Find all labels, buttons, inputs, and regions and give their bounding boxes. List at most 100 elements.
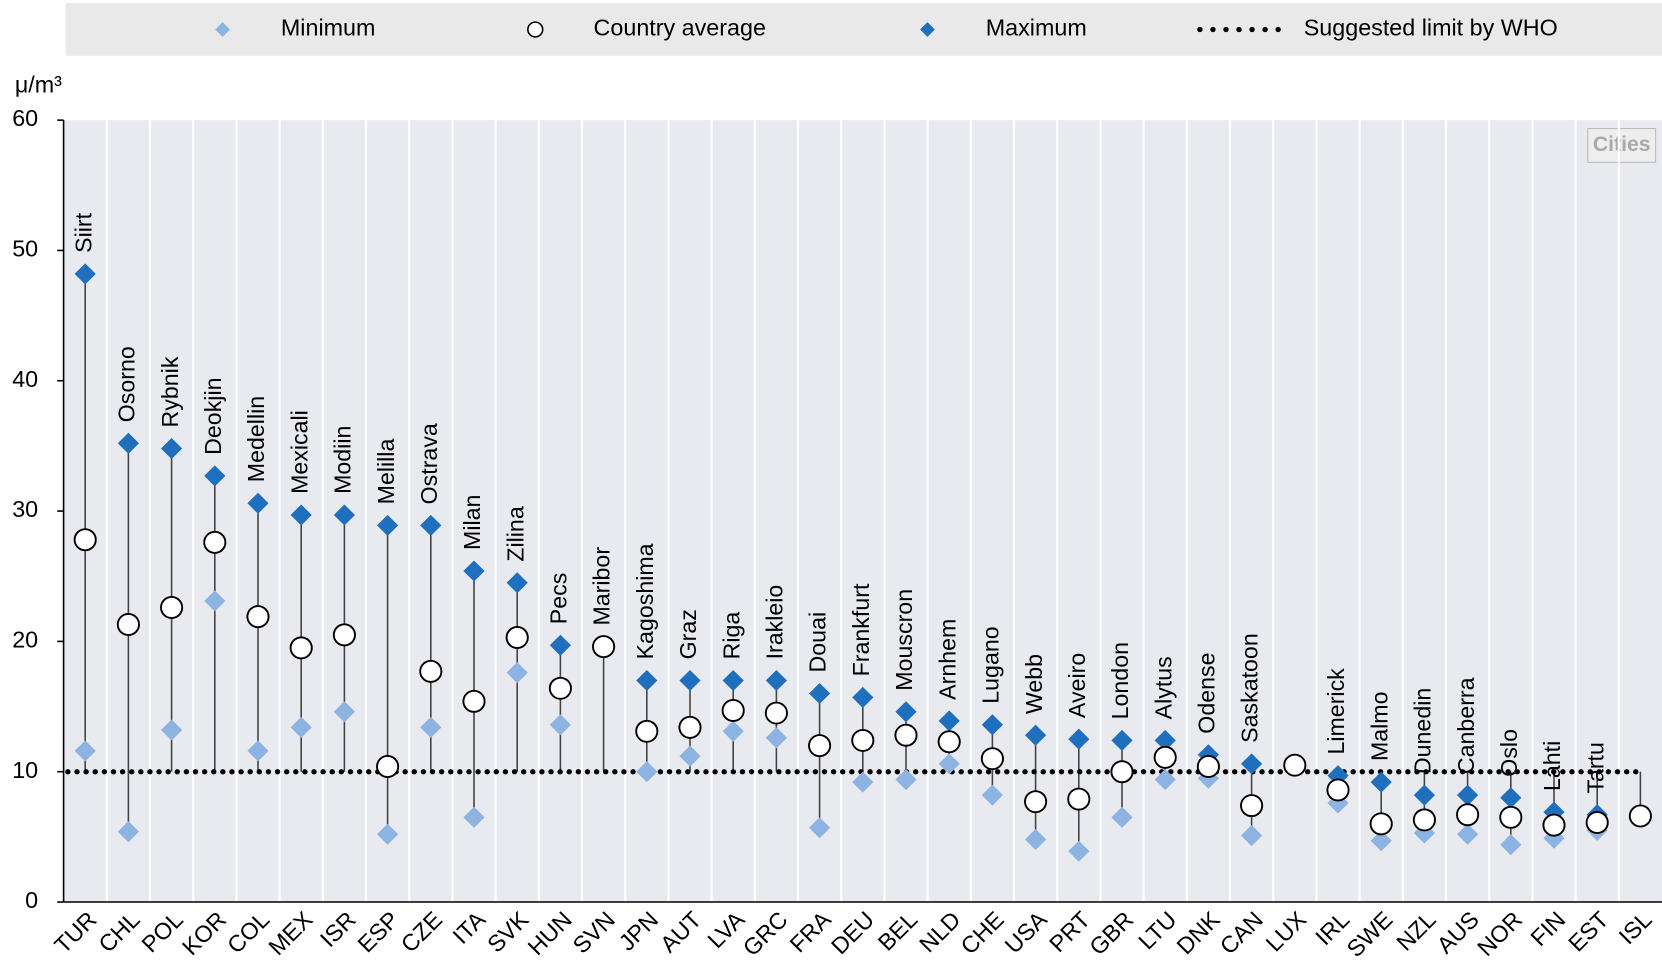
city-label: Irakleio: [761, 585, 787, 660]
x-tick-label: NLD: [914, 906, 965, 957]
legend-marker: [527, 21, 544, 38]
minimum-marker: [376, 823, 399, 845]
average-marker: [851, 728, 875, 752]
average-marker: [1326, 778, 1350, 802]
average-marker: [1542, 813, 1566, 837]
x-tick-label: EST: [1563, 906, 1614, 956]
average-marker: [1067, 787, 1091, 811]
city-label: Tartu: [1582, 742, 1608, 794]
average-marker: [1369, 812, 1393, 836]
city-label: Frankfurt: [848, 583, 874, 676]
maximum-marker: [1068, 728, 1090, 750]
average-marker: [462, 689, 486, 713]
city-label: Deokjin: [200, 377, 226, 454]
maximum-marker: [549, 634, 571, 656]
x-tick-label: NZL: [1391, 906, 1441, 955]
minimum-marker: [1500, 834, 1522, 856]
maximum-marker: [1024, 724, 1047, 746]
maximum-marker: [1240, 753, 1263, 775]
city-label: Douai: [805, 612, 831, 673]
city-label: Riga: [718, 612, 744, 660]
city-label: Saskatoon: [1237, 633, 1263, 743]
y-tick-label: 40: [12, 366, 38, 392]
x-tick-label: LUX: [1261, 906, 1312, 957]
x-tick-label: FRA: [785, 906, 837, 957]
x-tick-label: ISR: [315, 906, 361, 952]
city-label: Aveiro: [1064, 653, 1090, 718]
city-label: Rybnik: [157, 356, 183, 427]
x-tick-label: MEX: [263, 906, 318, 960]
city-label: Mouscron: [891, 589, 917, 691]
average-marker: [1585, 811, 1609, 835]
x-tick-label: CHE: [956, 906, 1009, 959]
average-marker: [203, 530, 227, 554]
x-tick-label: HUN: [523, 906, 577, 960]
average-marker: [1110, 760, 1134, 784]
city-label: Kagoshima: [632, 543, 658, 659]
city-label: Lahti: [1539, 741, 1565, 791]
city-label: Zilina: [502, 506, 528, 561]
legend-label: Maximum: [986, 15, 1087, 41]
x-tick-label: DNK: [1172, 906, 1226, 959]
city-label: Graz: [675, 609, 701, 659]
average-marker: [1456, 803, 1480, 827]
legend-band: [65, 3, 1662, 56]
minimum-marker: [1240, 825, 1263, 847]
average-marker: [1412, 808, 1436, 832]
city-label: Dunedin: [1409, 688, 1435, 774]
city-label: Maribor: [589, 547, 615, 626]
city-label: Webb: [1021, 654, 1047, 714]
x-tick-label: JPN: [614, 906, 664, 955]
x-tick-label: LTU: [1133, 906, 1181, 954]
average-marker: [1024, 790, 1048, 814]
x-tick-label: GRC: [738, 906, 793, 961]
x-tick-label: CAN: [1215, 906, 1268, 959]
legend-label: Country average: [594, 15, 766, 41]
minimum-marker: [852, 771, 874, 793]
x-tick-label: CZE: [396, 906, 447, 957]
minimum-marker: [1068, 840, 1090, 862]
minimum-marker: [981, 784, 1003, 806]
average-marker: [1499, 805, 1523, 829]
minimum-marker: [160, 719, 183, 741]
x-tick-label: SVK: [482, 906, 534, 957]
maximum-marker: [852, 686, 874, 708]
city-label: Arnhem: [934, 619, 960, 700]
maximum-marker: [506, 572, 528, 594]
city-label: Malmo: [1366, 691, 1392, 761]
average-marker: [419, 659, 443, 683]
maximum-marker: [463, 560, 485, 582]
average-marker: [635, 719, 659, 743]
x-tick-label: ISL: [1614, 906, 1657, 949]
city-label: Mexicali: [286, 410, 312, 494]
city-label: Lugano: [977, 626, 1003, 703]
legend-label: Suggested limit by WHO: [1304, 15, 1558, 41]
x-tick-label: AUS: [1432, 906, 1484, 958]
city-label: Ostrava: [416, 423, 442, 504]
maximum-marker: [376, 514, 399, 536]
minimum-marker: [636, 761, 658, 783]
maximum-marker: [808, 682, 831, 705]
average-marker: [160, 596, 184, 619]
average-marker: [1240, 794, 1264, 818]
x-tick-label: POL: [137, 906, 188, 957]
x-tick-label: TUR: [49, 906, 101, 958]
y-tick-label: 20: [12, 627, 38, 653]
annotation-box: [1587, 128, 1657, 163]
x-tick-label: ESP: [353, 906, 404, 957]
minimum-marker: [765, 727, 787, 749]
x-tick-label: NOR: [1472, 906, 1527, 961]
city-label: Milan: [459, 495, 485, 550]
x-tick-label: USA: [1000, 906, 1053, 958]
average-marker: [73, 528, 97, 552]
x-tick-label: KOR: [177, 906, 231, 960]
city-label: London: [1107, 642, 1133, 719]
average-marker: [721, 698, 745, 722]
average-marker: [808, 734, 832, 758]
minimum-marker: [679, 745, 701, 767]
city-label: Melilla: [373, 439, 399, 505]
maximum-marker: [117, 432, 139, 454]
y-unit: μ/m³: [15, 72, 62, 98]
annotation: Cities: [1593, 133, 1651, 156]
